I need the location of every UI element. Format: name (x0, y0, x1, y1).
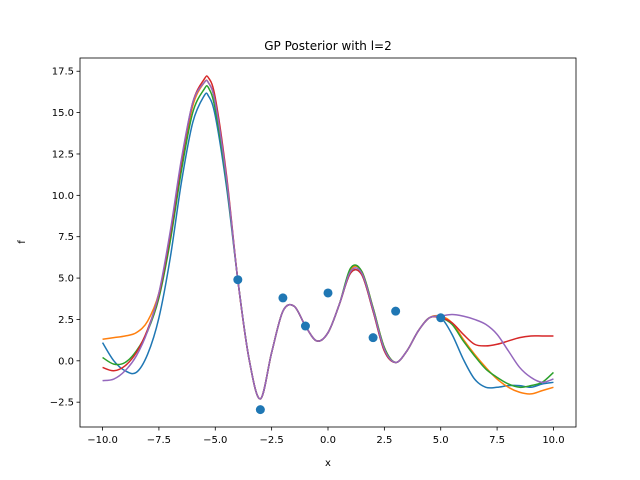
y-tick-label: 5.0 (58, 274, 74, 285)
y-tick-label: 15.0 (52, 108, 74, 119)
x-axis-label: x (325, 458, 331, 469)
observation-point (278, 293, 288, 303)
observation-point (368, 333, 378, 343)
y-tick-label: −2.5 (50, 398, 74, 409)
x-tick-label: 2.5 (376, 435, 392, 446)
observation-point (233, 275, 243, 285)
y-tick-label: 12.5 (52, 149, 74, 160)
x-tick-label: 7.5 (489, 435, 505, 446)
y-tick-label: 7.5 (58, 232, 74, 243)
observation-point (436, 313, 446, 323)
x-tick-label: −2.5 (259, 435, 283, 446)
x-tick-label: −10.0 (87, 435, 118, 446)
observation-point (255, 405, 265, 415)
y-tick-label: 10.0 (52, 191, 74, 202)
plot-area (79, 57, 577, 428)
y-axis-label: f (17, 240, 28, 244)
x-tick-label: 0.0 (320, 435, 336, 446)
x-tick-label: 5.0 (433, 435, 449, 446)
chart-title: GP Posterior with l=2 (264, 39, 392, 53)
x-tick-label: −7.5 (147, 435, 171, 446)
x-tick-label: −5.0 (203, 435, 227, 446)
x-tick-label: 10.0 (542, 435, 564, 446)
series-line-5 (102, 79, 554, 400)
y-tick-label: 0.0 (58, 356, 74, 367)
x-axis-ticks: −10.0 −7.5 −5.0 −2.5 0.0 2.5 5.0 7.5 10.0 (87, 427, 565, 446)
y-tick-label: 2.5 (58, 315, 74, 326)
observation-point (300, 321, 310, 331)
y-tick-label: 17.5 (52, 67, 74, 78)
y-axis-ticks: −2.5 0.0 2.5 5.0 7.5 10.0 12.5 15.0 17.5 (50, 67, 80, 409)
observation-point (391, 306, 401, 316)
series-layer (101, 75, 554, 400)
observation-points (233, 275, 446, 415)
observation-point (323, 288, 333, 298)
